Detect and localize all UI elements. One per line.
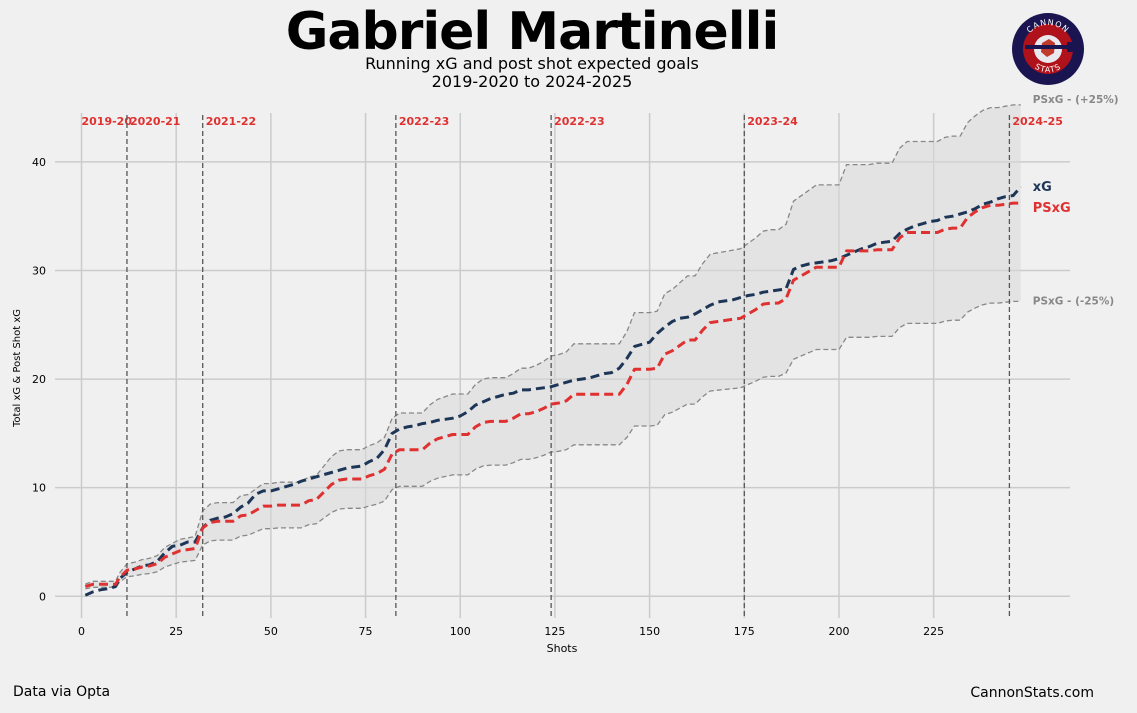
subtitle-line-2: 2019-2020 to 2024-2025: [431, 72, 633, 91]
x-tick-label: 150: [639, 625, 660, 638]
series-line-xg: [84, 185, 1022, 597]
chart-subtitle: Running xG and post shot expected goals …: [0, 55, 1064, 91]
cannon-stats-logo: CANNON STATS: [1012, 13, 1084, 85]
season-label: 2023-24: [747, 115, 798, 128]
axis-ticks: 0 25 50 75 100 125 150 175 200 225 0 10 20 30 40: [32, 156, 944, 638]
xg-series-label: xG: [1033, 180, 1052, 195]
x-tick-label: 225: [923, 625, 944, 638]
series-line-psxg: [84, 201, 1021, 588]
x-tick-label: 200: [828, 625, 849, 638]
season-label: 2020-21: [130, 115, 181, 128]
logo-bottom-text: STATS: [1033, 62, 1061, 75]
season-label: 2021-22: [206, 115, 257, 128]
band-upper-label: PSxG - (+25%): [1033, 94, 1119, 106]
band-lower-label: PSxG - (-25%): [1033, 295, 1114, 307]
site-credit: CannonStats.com: [970, 685, 1094, 701]
svg-text:STATS: STATS: [1033, 62, 1062, 75]
x-tick-label: 50: [264, 625, 278, 638]
data-source-note: Data via Opta: [13, 684, 111, 700]
season-label: 2022-23: [554, 115, 605, 128]
band-fill: [85, 104, 1021, 589]
x-tick-label: 100: [450, 625, 471, 638]
subtitle-line-1: Running xG and post shot expected goals: [365, 54, 699, 73]
x-tick-label: 75: [359, 625, 373, 638]
x-axis-label: Shots: [547, 642, 578, 655]
y-tick-label: 0: [39, 590, 46, 603]
season-label: 2022-23: [399, 115, 450, 128]
x-tick-label: 25: [169, 625, 183, 638]
season-label: 2019-20: [82, 115, 133, 128]
y-tick-label: 40: [32, 156, 46, 169]
y-tick-label: 20: [32, 373, 46, 386]
x-tick-label: 175: [734, 625, 755, 638]
y-tick-label: 30: [32, 264, 46, 277]
page-title: Gabriel Martinelli: [285, 2, 780, 62]
psxg-series-label: PSxG: [1033, 201, 1071, 216]
series-lines: [84, 185, 1022, 597]
season-label: 2024-25: [1012, 115, 1063, 128]
y-tick-label: 10: [32, 482, 46, 495]
x-tick-label: 0: [78, 625, 85, 638]
y-axis-label: Total xG & Post Shot xG: [12, 309, 23, 428]
x-tick-label: 125: [544, 625, 565, 638]
series-labels: xG PSxG PSxG - (+25%) PSxG - (-25%): [1033, 94, 1119, 308]
